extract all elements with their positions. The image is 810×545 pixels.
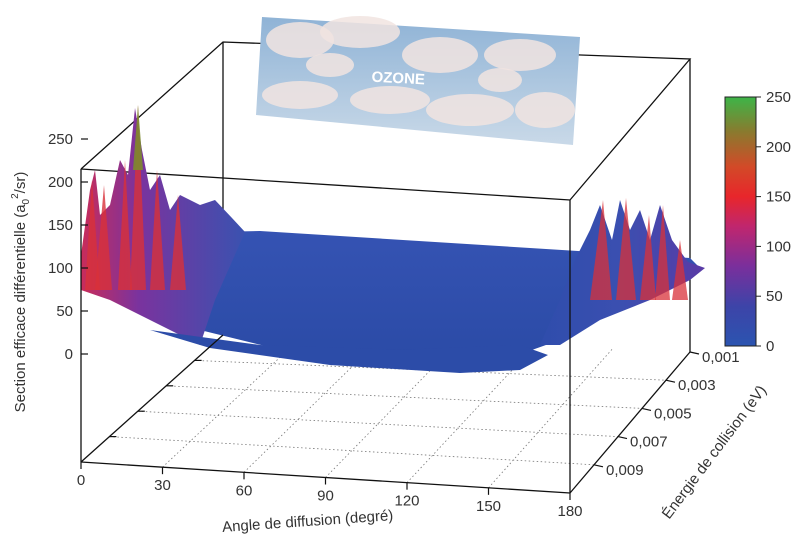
- y-tick-mark: [617, 436, 628, 440]
- colorbar-tick-label: 50: [766, 288, 783, 305]
- cloud-shape: [262, 81, 338, 109]
- surface-spike: [95, 185, 112, 290]
- axis-ticks: 0 30 60 90 120 150 180 0,001 0,003 0,005 0,007 0,00…: [48, 131, 740, 520]
- cloud-shape: [478, 68, 522, 92]
- surface-spike: [672, 240, 688, 300]
- floor-grid-line-x: [406, 346, 535, 483]
- colorbar-tick-label: 200: [766, 139, 791, 156]
- surface-peak: [133, 105, 143, 170]
- surface-mesh: [81, 105, 705, 373]
- surface-spike: [130, 105, 146, 290]
- y-tick-label: 0,003: [678, 377, 716, 394]
- surface-spike: [85, 180, 100, 290]
- ozone-image: OZONE: [256, 16, 580, 145]
- y-axis-label: Énergie de collision (eV): [659, 382, 770, 522]
- z-tick-label: 200: [48, 174, 73, 191]
- surface-spike: [655, 205, 670, 300]
- x-tick-label: 150: [476, 498, 501, 515]
- surface-spike: [170, 195, 186, 290]
- y-tick-label: 0,009: [606, 462, 644, 479]
- floor-grid-line-x: [488, 348, 613, 489]
- cloud-shape: [515, 92, 575, 128]
- z-tick-label: 100: [48, 260, 73, 277]
- z-tick-label: 150: [48, 217, 73, 234]
- ozone-label: OZONE: [371, 69, 425, 89]
- surface-spike: [118, 160, 132, 290]
- cloud-shape: [320, 16, 400, 48]
- colorbar-tick-label: 250: [766, 89, 791, 106]
- floor-grid-line-y: [109, 436, 595, 466]
- surface-trough: [150, 330, 548, 373]
- box-edge-right-bottom: [569, 351, 691, 494]
- surface-spike: [150, 170, 165, 290]
- y-tick-label: 0,001: [702, 349, 740, 366]
- y-tick-mark: [689, 351, 700, 355]
- x-tick-label: 60: [236, 482, 253, 499]
- colorbar-gradient: [724, 96, 757, 347]
- z-tick-label: 50: [56, 303, 73, 320]
- y-tick-mark: [593, 464, 604, 468]
- cloud-shape: [402, 37, 478, 73]
- z-axis-label: Section efficace différentielle (a02/sr): [10, 172, 32, 413]
- z-tick-label: 0: [65, 346, 73, 363]
- floor-grid-line-y: [137, 410, 619, 437]
- surface-spike: [616, 198, 636, 300]
- x-tick-label: 180: [557, 503, 582, 520]
- z-tick-label: 250: [48, 131, 73, 148]
- cloud-shape: [350, 86, 430, 114]
- x-tick-label: 0: [77, 472, 85, 489]
- y-tick-mark: [665, 379, 676, 383]
- y-tick-label: 0,007: [630, 434, 668, 451]
- cloud-shape: [306, 53, 354, 77]
- colorbar: 0 50 100 150 200 250: [724, 89, 791, 355]
- x-tick-label: 120: [394, 493, 419, 510]
- x-tick-label: 30: [154, 477, 171, 494]
- surface-spike: [640, 215, 656, 300]
- cloud-shape: [484, 39, 556, 71]
- cloud-shape: [426, 94, 514, 126]
- box-edge-left-bottom: [80, 334, 224, 463]
- floor-grid-line-y: [166, 385, 643, 409]
- floor-grid-line-y: [194, 360, 667, 381]
- colorbar-tick-label: 150: [766, 189, 791, 206]
- colorbar-tick-label: 100: [766, 238, 791, 255]
- surface-spike: [590, 200, 612, 300]
- x-axis-label: Angle de diffusion (degré): [222, 507, 394, 536]
- y-tick-label: 0,005: [654, 405, 692, 422]
- cloud-shape: [266, 22, 334, 58]
- colorbar-tick-label: 0: [766, 338, 774, 355]
- y-tick-mark: [641, 407, 652, 411]
- x-tick-label: 90: [317, 488, 334, 505]
